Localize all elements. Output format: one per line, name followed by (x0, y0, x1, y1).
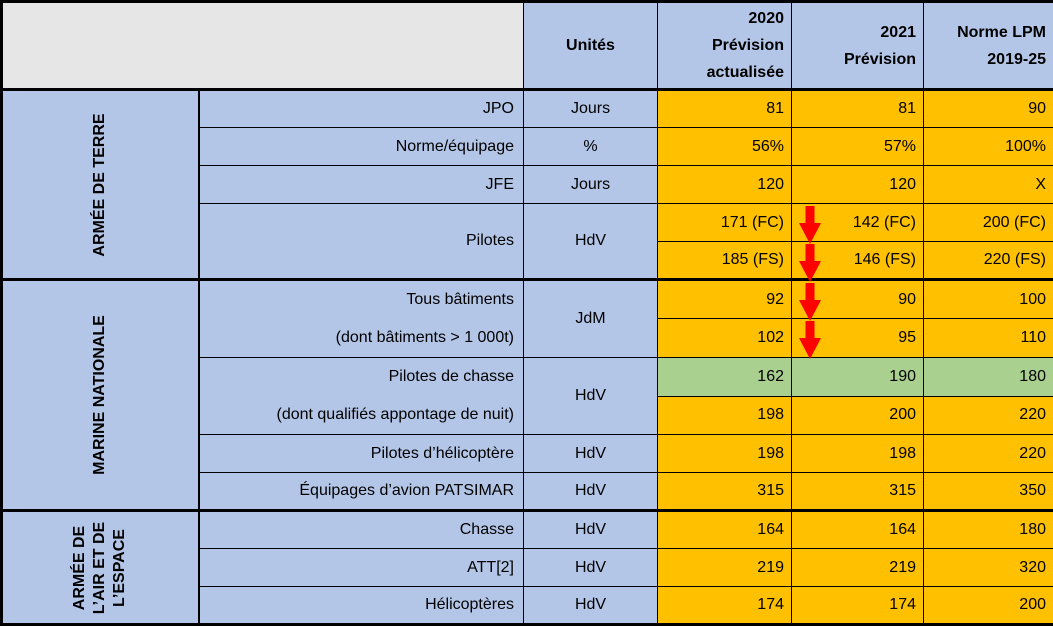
value-2020: 56% (658, 128, 792, 166)
value-norme: 220 (924, 435, 1053, 473)
value-2021: 200 (792, 396, 924, 435)
value-2021: 120 (792, 166, 924, 204)
row-label-helicopteres: Hélicoptères (199, 587, 524, 625)
corner-cell (2, 2, 524, 90)
row-label-chasse: Chasse (199, 511, 524, 549)
row-label-pilotes: Pilotes (199, 204, 524, 280)
value-2021: 219 (792, 549, 924, 587)
row-label-pilotes-de-chasse: Pilotes de chasse (dont qualifiés appont… (199, 358, 524, 435)
column-header-norme-lpm: Norme LPM 2019-25 (924, 2, 1053, 90)
value-2020: 164 (658, 511, 792, 549)
value-2021: 315 (792, 473, 924, 511)
unit-cell: % (524, 128, 658, 166)
value-2021: 198 (792, 435, 924, 473)
table-row: MARINE NATIONALE Tous bâtiments (dont bâ… (2, 280, 1053, 319)
group-armee-de-terre: ARMÉE DE TERRE (2, 90, 199, 280)
value-norme: 350 (924, 473, 1053, 511)
group-armee-air-espace: ARMÉE DE L’AIR ET DE L’ESPACE (2, 511, 199, 625)
table-row: ARMÉE DE L’AIR ET DE L’ESPACE Chasse HdV… (2, 511, 1053, 549)
unit-cell: Jours (524, 90, 658, 128)
unit-cell: HdV (524, 358, 658, 435)
value-2020: 174 (658, 587, 792, 625)
cell-text: 146 (FS) (854, 251, 916, 268)
red-down-arrow-icon (799, 321, 821, 359)
row-label-jpo: JPO (199, 90, 524, 128)
value-norme: 200 (924, 587, 1053, 625)
group-label: ARMÉE DE L’AIR ET DE L’ESPACE (70, 521, 130, 613)
value-2020: 120 (658, 166, 792, 204)
unit-cell: HdV (524, 435, 658, 473)
value-norme: 90 (924, 90, 1053, 128)
row-label-att: ATT[2] (199, 549, 524, 587)
column-header-2020-prevision-actualisee: 2020 Prévision actualisée (658, 2, 792, 90)
value-2020: 81 (658, 90, 792, 128)
value-2021: 57% (792, 128, 924, 166)
row-label-jfe: JFE (199, 166, 524, 204)
value-2021: 81 (792, 90, 924, 128)
value-2020: 198 (658, 396, 792, 435)
red-down-arrow-icon (799, 206, 821, 244)
cell-text: 142 (FC) (853, 214, 916, 231)
value-2020-highlighted: 162 (658, 358, 792, 397)
value-2021: 164 (792, 511, 924, 549)
unit-cell: HdV (524, 549, 658, 587)
header-row: Unités 2020 Prévision actualisée 2021 Pr… (2, 2, 1053, 90)
value-2020: 185 (FS) (658, 242, 792, 280)
cell-text: 90 (898, 291, 916, 308)
value-2021: 90 (792, 280, 924, 319)
table-row: ARMÉE DE TERRE JPO Jours 81 81 90 (2, 90, 1053, 128)
unit-cell: Jours (524, 166, 658, 204)
value-norme: 200 (FC) (924, 204, 1053, 242)
value-2020: 219 (658, 549, 792, 587)
value-norme: 100 (924, 280, 1053, 319)
value-2020: 102 (658, 319, 792, 358)
unit-cell: HdV (524, 473, 658, 511)
value-2020: 198 (658, 435, 792, 473)
value-2021: 174 (792, 587, 924, 625)
value-norme: 320 (924, 549, 1053, 587)
row-label-norme-equipage: Norme/équipage (199, 128, 524, 166)
row-label-equipages-patsimar: Équipages d’avion PATSIMAR (199, 473, 524, 511)
value-norme-highlighted: 180 (924, 358, 1053, 397)
unit-cell: HdV (524, 511, 658, 549)
value-2020: 171 (FC) (658, 204, 792, 242)
red-down-arrow-icon (799, 244, 821, 282)
value-norme: 100% (924, 128, 1053, 166)
unit-cell: HdV (524, 204, 658, 280)
group-label: MARINE NATIONALE (90, 315, 110, 475)
value-norme: 220 (924, 396, 1053, 435)
row-label-tous-batiments: Tous bâtiments (dont bâtiments > 1 000t) (199, 280, 524, 358)
group-label: ARMÉE DE TERRE (90, 113, 110, 256)
unit-cell: HdV (524, 587, 658, 625)
value-2021: 142 (FC) (792, 204, 924, 242)
column-header-unites: Unités (524, 2, 658, 90)
group-marine-nationale: MARINE NATIONALE (2, 280, 199, 511)
red-down-arrow-icon (799, 283, 821, 321)
value-norme: 220 (FS) (924, 242, 1053, 280)
value-2021: 146 (FS) (792, 242, 924, 280)
value-norme: 180 (924, 511, 1053, 549)
value-2021: 95 (792, 319, 924, 358)
cell-text: 95 (898, 329, 916, 346)
value-2020: 92 (658, 280, 792, 319)
value-norme: 110 (924, 319, 1053, 358)
row-label-pilotes-helicoptere: Pilotes d’hélicoptère (199, 435, 524, 473)
value-norme: X (924, 166, 1053, 204)
column-header-2021-prevision: 2021 Prévision (792, 2, 924, 90)
value-2020: 315 (658, 473, 792, 511)
unit-cell: JdM (524, 280, 658, 358)
value-2021-highlighted: 190 (792, 358, 924, 397)
